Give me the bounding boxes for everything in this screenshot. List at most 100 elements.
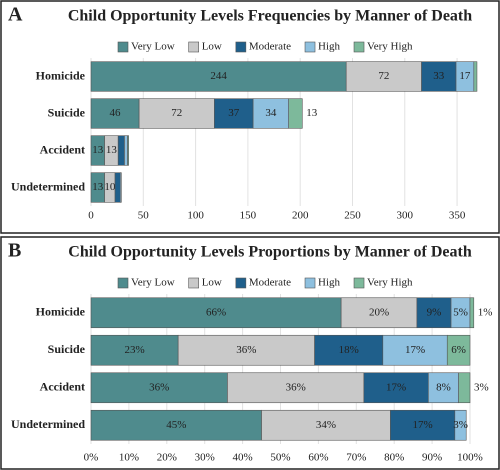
data-label: 17% — [405, 344, 425, 356]
legend-swatch — [353, 277, 365, 289]
legend-label: Very High — [367, 41, 413, 53]
data-label: 9% — [427, 306, 442, 318]
x-tick-label: 70% — [346, 452, 366, 464]
x-tick-label: 200 — [292, 210, 309, 222]
x-tick-label: 250 — [344, 210, 361, 222]
bar-segment — [90, 334, 179, 366]
bar-segment — [288, 98, 303, 129]
x-tick-label: 0% — [84, 452, 99, 464]
legend-swatch — [117, 41, 129, 53]
bar-segment — [90, 372, 228, 404]
bar-segment — [454, 409, 467, 441]
x-tick-label: 20% — [157, 452, 177, 464]
category-label: Undetermined — [11, 417, 85, 431]
bar-segment — [345, 61, 422, 92]
category-label: Undetermined — [11, 179, 85, 193]
data-label: 46 — [110, 107, 122, 119]
legend-label: Low — [202, 41, 222, 53]
bar-segment — [469, 297, 475, 329]
bar-segment — [119, 172, 122, 203]
data-label: 34 — [265, 107, 277, 119]
legend-label: Very High — [367, 277, 413, 289]
chart-title: Child Opportunity Levels Frequencies by … — [68, 8, 472, 25]
bar-segment — [138, 98, 215, 129]
chart-title: Child Opportunity Levels Proportions by … — [68, 244, 472, 261]
bar-segment — [446, 334, 471, 366]
data-label: 1% — [478, 306, 493, 318]
data-label: 6% — [451, 344, 466, 356]
category-label: Homicide — [36, 68, 86, 82]
bar-segment — [177, 334, 315, 366]
legend-label: Moderate — [249, 277, 291, 289]
legend-label: Very Low — [131, 277, 175, 289]
bar-segment — [114, 172, 121, 203]
bar-segment — [227, 372, 365, 404]
x-tick-label: 50% — [270, 452, 290, 464]
data-label: 5% — [453, 306, 468, 318]
bar-segment — [252, 98, 289, 129]
data-label: 244 — [210, 70, 227, 82]
bar-segment — [363, 372, 429, 404]
data-label: 23% — [124, 344, 144, 356]
category-label: Homicide — [36, 305, 86, 319]
data-label: 18% — [339, 344, 359, 356]
data-label: 36% — [236, 344, 256, 356]
x-tick-label: 90% — [422, 452, 442, 464]
legend-swatch — [235, 41, 247, 53]
data-label: 8% — [436, 381, 451, 393]
x-tick-label: 350 — [449, 210, 466, 222]
data-label: 17% — [413, 419, 433, 431]
category-label: Suicide — [48, 342, 86, 356]
panel-border — [0, 236, 500, 470]
legend-swatch — [117, 277, 129, 289]
data-label: 72 — [171, 107, 182, 119]
legend-swatch — [188, 277, 199, 289]
legend-label: High — [318, 41, 341, 53]
bar-segment — [428, 372, 459, 404]
legend-label: High — [318, 277, 341, 289]
legend-swatch — [235, 277, 247, 289]
bar-segment — [458, 372, 471, 404]
legend-swatch — [188, 41, 199, 53]
bar-segment — [127, 135, 129, 166]
data-label: 72 — [378, 70, 389, 82]
data-label: 13 — [306, 107, 318, 119]
data-label: 34% — [316, 419, 336, 431]
bar-segment — [473, 61, 478, 92]
x-tick-label: 50 — [138, 210, 150, 222]
legend-label: Low — [202, 277, 222, 289]
data-label: 36% — [149, 381, 169, 393]
legend-swatch — [304, 277, 316, 289]
bar-segment — [382, 334, 448, 366]
category-label: Accident — [40, 142, 85, 156]
data-label: 37 — [228, 107, 240, 119]
bar-segment — [90, 297, 342, 329]
data-label: 10 — [104, 181, 116, 193]
data-label: 3% — [474, 381, 489, 393]
data-label: 13 — [92, 181, 104, 193]
panel-letter: A — [8, 4, 23, 26]
bar-segment — [90, 409, 262, 441]
legend-swatch — [353, 41, 365, 53]
x-tick-label: 10% — [119, 452, 139, 464]
legend-label: Moderate — [249, 41, 291, 53]
bar-segment — [340, 297, 418, 329]
data-label: 17% — [386, 381, 406, 393]
bar-segment — [117, 135, 125, 166]
x-tick-label: 150 — [240, 210, 257, 222]
bar-segment — [90, 98, 140, 129]
x-tick-label: 30% — [195, 452, 215, 464]
category-label: Suicide — [48, 105, 86, 119]
bar-segment — [416, 297, 452, 329]
data-label: 17 — [459, 70, 471, 82]
data-label: 13 — [92, 144, 104, 156]
data-label: 36% — [286, 381, 306, 393]
x-tick-label: 100 — [187, 210, 204, 222]
data-label: 3% — [453, 419, 468, 431]
legend-swatch — [304, 41, 316, 53]
bar-segment — [261, 409, 391, 441]
x-tick-label: 80% — [384, 452, 404, 464]
category-label: Accident — [40, 380, 85, 394]
data-label: 33 — [433, 70, 445, 82]
